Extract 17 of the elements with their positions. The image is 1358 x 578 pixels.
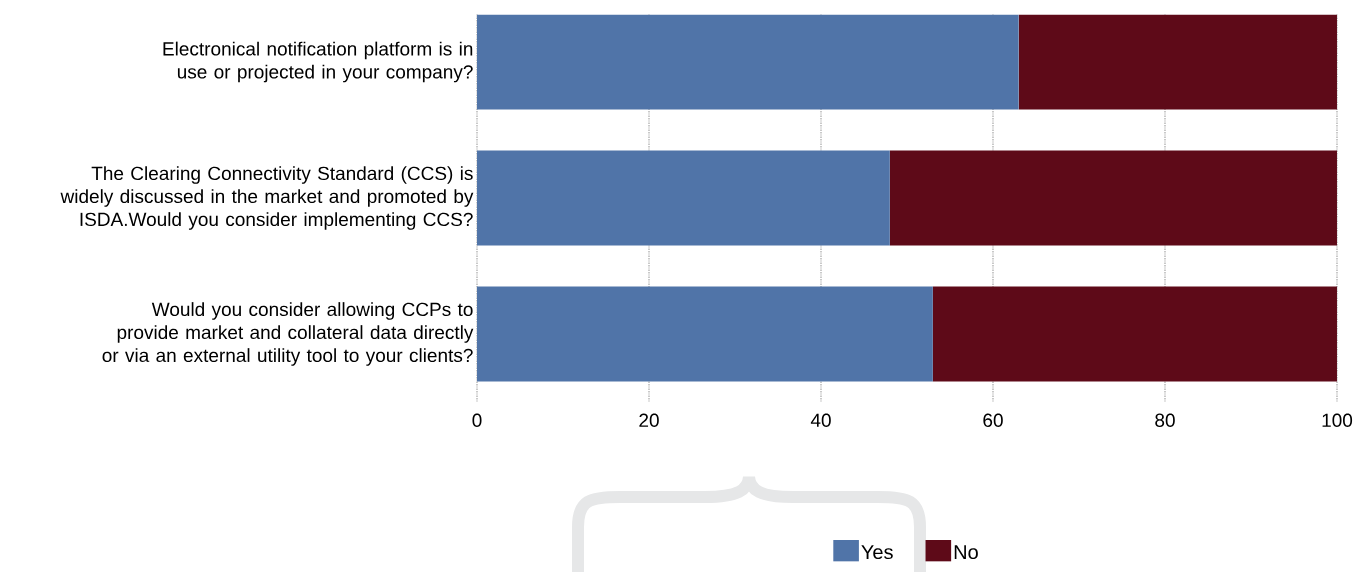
bar	[889, 150, 1337, 246]
legend-label: No	[954, 545, 978, 560]
x-tick-label: 60	[983, 413, 1003, 427]
bar	[932, 286, 1337, 382]
bar	[477, 150, 890, 246]
y-tick-label: The Clearing Connectivity Standard (CCS) is widely discussed in the market and promoted by ISDA.Would you consider implementing CCS?	[60, 166, 474, 230]
x-tick-label: 40	[810, 413, 831, 427]
legend-label: Yes	[861, 545, 893, 560]
bar	[477, 14, 1019, 110]
x-tick-label: 0	[472, 413, 482, 427]
x-tick-label: 80	[1155, 413, 1175, 427]
bar	[477, 286, 933, 382]
x-tick-label: 100	[1322, 413, 1353, 427]
bar	[1018, 14, 1337, 110]
y-tick-label: Would you consider allowing CCPs to provide market and collateral data directly or via an external utility tool to your clients?	[102, 302, 474, 366]
x-tick-label: 20	[639, 413, 659, 427]
y-tick-label: Electronical notification platform is in use or projected in your company?	[163, 41, 473, 83]
